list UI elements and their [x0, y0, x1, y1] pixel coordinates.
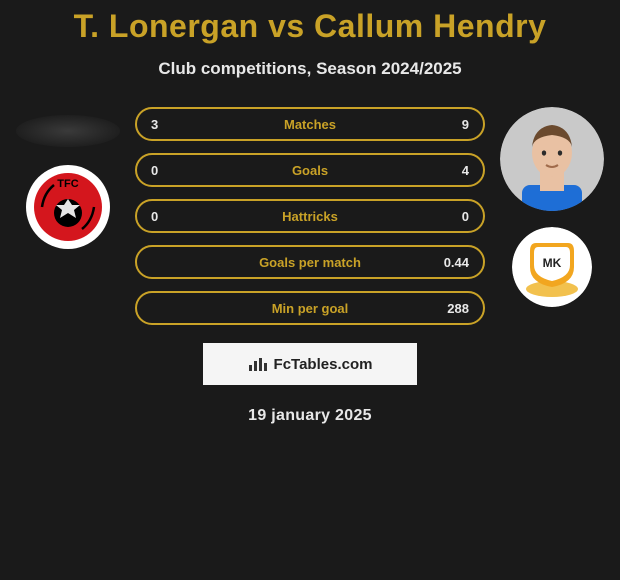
stat-row: 0 Hattricks 0: [135, 199, 485, 233]
stat-right-value: 288: [433, 301, 469, 316]
page-subtitle: Club competitions, Season 2024/2025: [0, 59, 620, 79]
stat-left-value: 0: [151, 163, 187, 178]
stat-row: Goals per match 0.44: [135, 245, 485, 279]
right-player-column: MK: [497, 107, 607, 307]
stat-label: Min per goal: [187, 301, 433, 316]
stat-left-value: 3: [151, 117, 187, 132]
stat-label: Goals: [187, 163, 433, 178]
stat-right-value: 9: [433, 117, 469, 132]
brand-link[interactable]: FcTables.com: [203, 343, 417, 385]
svg-text:MK: MK: [543, 256, 562, 270]
stat-left-value: 0: [151, 209, 187, 224]
date-label: 19 january 2025: [0, 407, 620, 425]
brand-text: FcTables.com: [274, 356, 373, 373]
comparison-card: T. Lonergan vs Callum Hendry Club compet…: [0, 0, 620, 425]
stat-right-value: 4: [433, 163, 469, 178]
right-player-photo: [500, 107, 604, 211]
stat-row: 3 Matches 9: [135, 107, 485, 141]
stat-label: Goals per match: [187, 255, 433, 270]
bar-chart-icon: [248, 356, 268, 372]
stat-label: Hattricks: [187, 209, 433, 224]
stat-right-value: 0.44: [433, 255, 469, 270]
stat-right-value: 0: [433, 209, 469, 224]
page-title: T. Lonergan vs Callum Hendry: [0, 8, 620, 45]
right-club-badge: MK: [512, 227, 592, 307]
stat-label: Matches: [187, 117, 433, 132]
svg-text:TFC: TFC: [57, 178, 78, 190]
stat-row: Min per goal 288: [135, 291, 485, 325]
stat-row: 0 Goals 4: [135, 153, 485, 187]
stats-column: 3 Matches 9 0 Goals 4 0 Hattricks 0 Goal…: [135, 107, 485, 325]
left-player-column: TFC: [13, 107, 123, 251]
left-player-photo-placeholder: [16, 115, 120, 147]
left-club-badge: TFC: [24, 163, 112, 251]
main-row: TFC 3 Matches 9 0 Goals 4 0 Hattricks 0: [0, 107, 620, 325]
